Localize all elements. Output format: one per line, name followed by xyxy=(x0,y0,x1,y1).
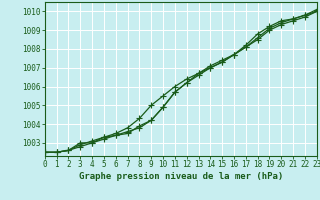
X-axis label: Graphe pression niveau de la mer (hPa): Graphe pression niveau de la mer (hPa) xyxy=(79,172,283,181)
